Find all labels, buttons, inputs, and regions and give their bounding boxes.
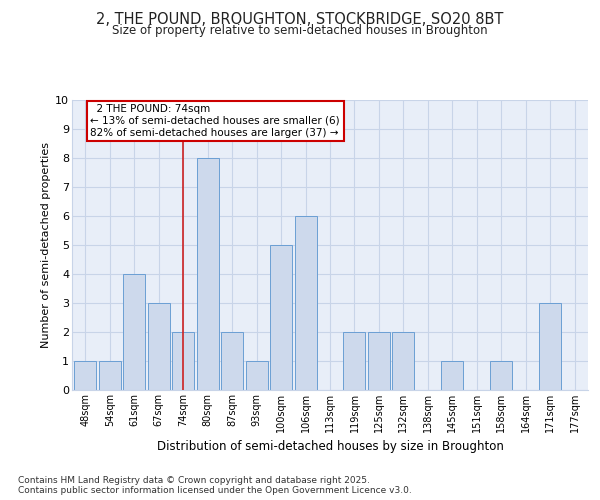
Bar [245, 361, 268, 390]
Bar [124, 274, 145, 390]
Bar [172, 332, 194, 390]
Text: 2 THE POUND: 74sqm
← 13% of semi-detached houses are smaller (6)
82% of semi-det: 2 THE POUND: 74sqm ← 13% of semi-detache… [91, 104, 340, 138]
Bar [148, 303, 170, 390]
Y-axis label: Number of semi-detached properties: Number of semi-detached properties [41, 142, 51, 348]
Text: 2, THE POUND, BROUGHTON, STOCKBRIDGE, SO20 8BT: 2, THE POUND, BROUGHTON, STOCKBRIDGE, SO… [97, 12, 503, 28]
Text: Contains HM Land Registry data © Crown copyright and database right 2025.: Contains HM Land Registry data © Crown c… [18, 476, 370, 485]
Bar [441, 361, 463, 390]
Bar [295, 216, 317, 390]
X-axis label: Distribution of semi-detached houses by size in Broughton: Distribution of semi-detached houses by … [157, 440, 503, 454]
Bar [74, 361, 97, 390]
Bar [270, 245, 292, 390]
Bar [539, 303, 561, 390]
Bar [392, 332, 415, 390]
Bar [197, 158, 219, 390]
Bar [490, 361, 512, 390]
Bar [343, 332, 365, 390]
Text: Size of property relative to semi-detached houses in Broughton: Size of property relative to semi-detach… [112, 24, 488, 37]
Bar [99, 361, 121, 390]
Bar [221, 332, 243, 390]
Text: Contains public sector information licensed under the Open Government Licence v3: Contains public sector information licen… [18, 486, 412, 495]
Bar [368, 332, 390, 390]
